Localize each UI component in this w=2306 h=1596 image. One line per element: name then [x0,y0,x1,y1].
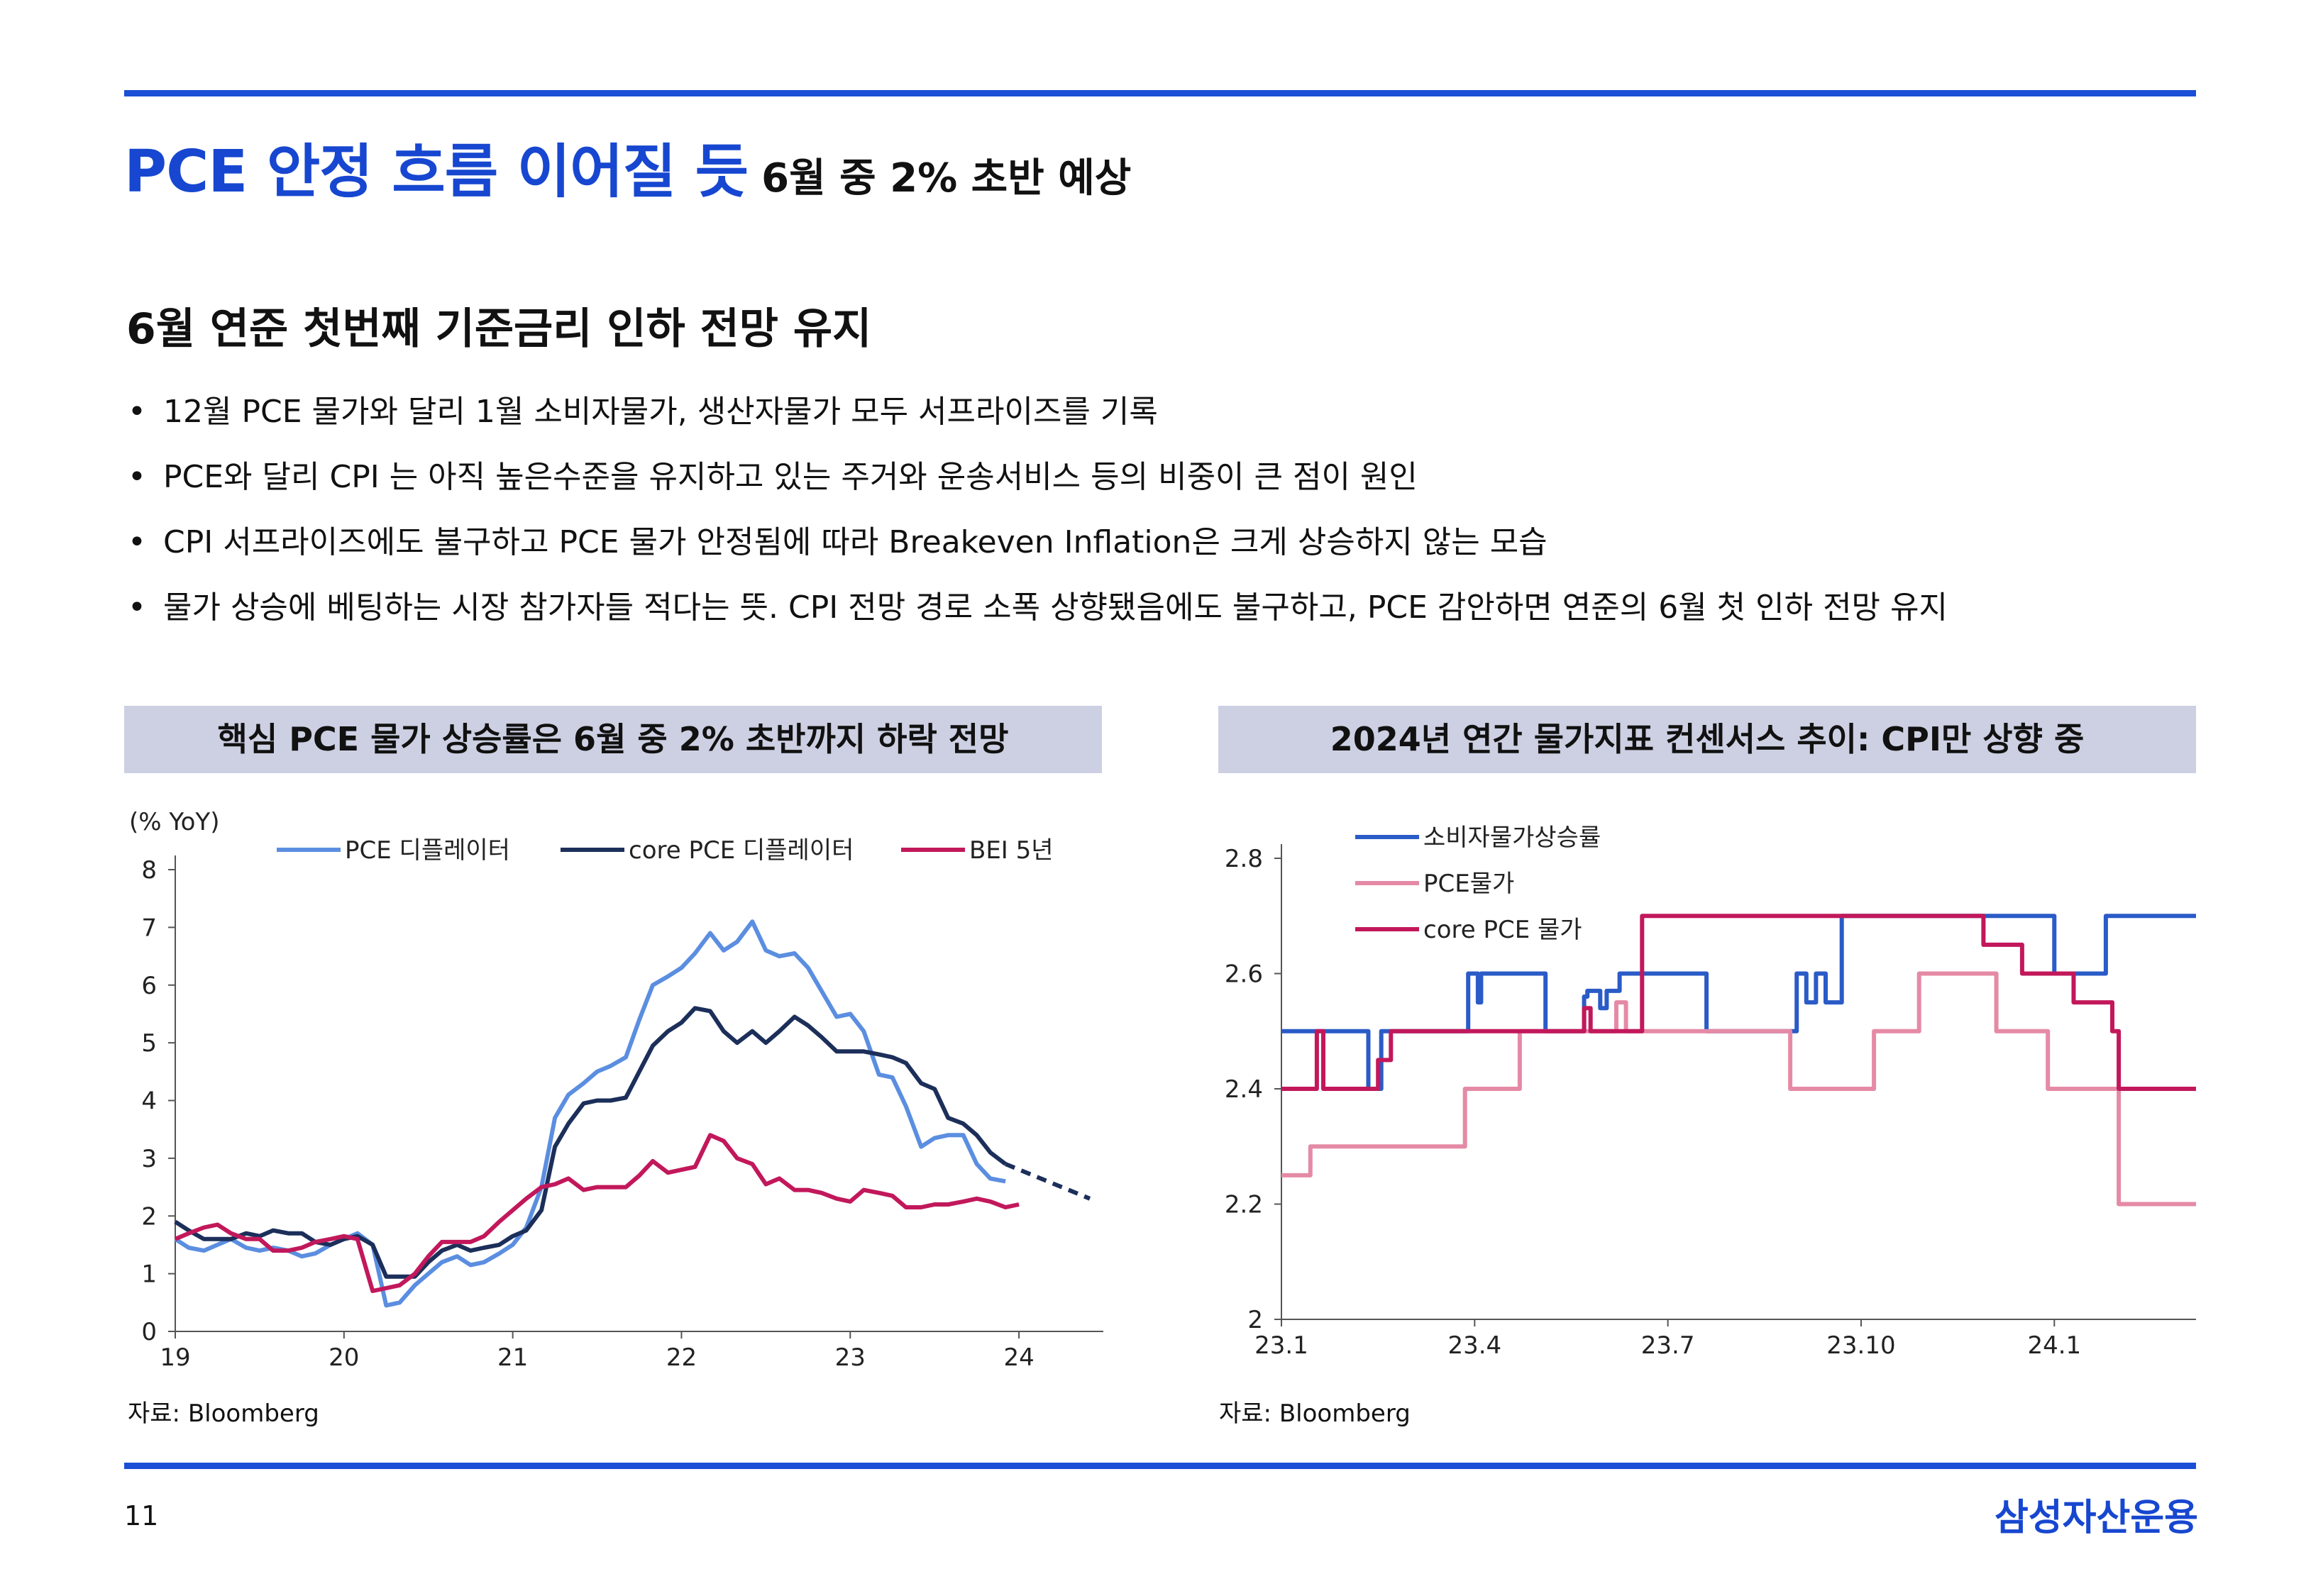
y-tick-label: 6 [141,972,157,1000]
series-line [1281,914,2196,1091]
left-chart-source: 자료: Bloomberg [128,1400,319,1428]
series-line [1004,1162,1091,1201]
bullet-item: • PCE와 달리 CPI 는 아직 높은수준을 유지하고 있는 주거와 운송서비… [128,445,1948,510]
y-unit-label: (% YoY) [129,808,219,836]
inflation-consensus-chart: 2 2.2 2.4 2.6 2.8 23.1 23.4 23.7 23.10 24.1 소비자물가상… [1225,824,2196,1360]
right-chart-title: 2024년 연간 물가지표 컨센서스 추이: CPI만 상향 중 [1218,706,2196,773]
y-tick-label: 2.6 [1225,960,1263,989]
bullet-mark: • [128,589,146,626]
bullet-item: • 12월 PCE 물가와 달리 1월 소비자물가, 생산자물가 모두 서프라이즈… [128,379,1948,445]
bullet-mark: • [128,394,146,430]
x-tick-label: 19 [160,1343,190,1372]
bullet-text: CPI 서프라이즈에도 불구하고 PCE 물가 안정됨에 따라 Breakeve… [163,524,1548,560]
y-tick-label: 7 [141,914,157,942]
legend-label: core PCE 디플레이터 [629,836,854,865]
y-tick-label: 0 [141,1318,157,1346]
x-tick-label: 23.7 [1641,1331,1695,1360]
y-tick-label: 4 [141,1087,157,1116]
page-title-main: PCE 안정 흐름 이어질 듯 [124,138,749,206]
legend-label: PCE물가 [1423,870,1514,898]
right-chart-source: 자료: Bloomberg [1219,1400,1411,1428]
series-line [174,1133,1020,1293]
y-tick-label: 1 [141,1260,157,1289]
x-tick-label: 23.4 [1447,1331,1501,1360]
y-tick-label: 3 [141,1145,157,1173]
y-tick-label: 8 [141,856,157,885]
left-chart-title: 핵심 PCE 물가 상승률은 6월 중 2% 초반까지 하락 전망 [124,706,1102,773]
x-tick-label: 23 [835,1343,866,1372]
legend-label: 소비자물가상승률 [1423,824,1601,852]
bullet-mark: • [128,459,146,495]
bullet-mark: • [128,524,146,560]
page-number: 11 [124,1500,159,1531]
x-tick-label: 24.1 [2027,1331,2081,1360]
legend-label: core PCE 물가 [1423,916,1582,944]
page-title-sub: 6월 중 2% 초반 예상 [761,155,1132,201]
page-title: PCE 안정 흐름 이어질 듯 6월 중 2% 초반 예상 [124,124,1131,209]
legend-label: PCE 디플레이터 [345,836,510,865]
y-tick-label: 2.4 [1225,1075,1263,1104]
bullet-list: • 12월 PCE 물가와 달리 1월 소비자물가, 생산자물가 모두 서프라이즈… [128,379,1948,641]
company-logo-text: 삼성자산운용 [1995,1497,2198,1539]
x-tick-label: 22 [666,1343,697,1372]
series-line [174,1006,1007,1279]
y-tick-label: 2.2 [1225,1191,1263,1219]
bullet-text: 12월 PCE 물가와 달리 1월 소비자물가, 생산자물가 모두 서프라이즈를… [163,394,1158,430]
bullet-text: 물가 상승에 베팅하는 시장 참가자들 적다는 뜻. CPI 전망 경로 소폭 … [163,589,1948,626]
bullet-item: • 물가 상승에 베팅하는 시장 참가자들 적다는 뜻. CPI 전망 경로 소폭… [128,575,1948,641]
x-tick-label: 23.10 [1826,1331,1895,1360]
bullet-text: PCE와 달리 CPI 는 아직 높은수준을 유지하고 있는 주거와 운송서비스… [163,459,1418,495]
x-tick-label: 24 [1003,1343,1034,1372]
series-line [1281,971,2196,1207]
legend-label: BEI 5년 [969,836,1054,865]
y-tick-label: 2.8 [1225,845,1263,873]
x-tick-label: 23.1 [1254,1331,1308,1360]
section-heading: 6월 연준 첫번째 기준금리 인하 전망 유지 [126,304,872,354]
company-logo: 삼성자산운용 [1995,1497,2198,1539]
x-tick-label: 20 [329,1343,359,1372]
y-tick-label: 5 [141,1029,157,1058]
series-line [1281,914,2196,1091]
y-tick-label: 2 [1247,1306,1263,1334]
series-line [174,919,1006,1308]
bottom-divider [124,1463,2196,1469]
y-tick-label: 2 [141,1202,157,1231]
bullet-item: • CPI 서프라이즈에도 불구하고 PCE 물가 안정됨에 따라 Breakev… [128,510,1948,575]
top-divider [124,90,2196,96]
x-tick-label: 21 [497,1343,528,1372]
